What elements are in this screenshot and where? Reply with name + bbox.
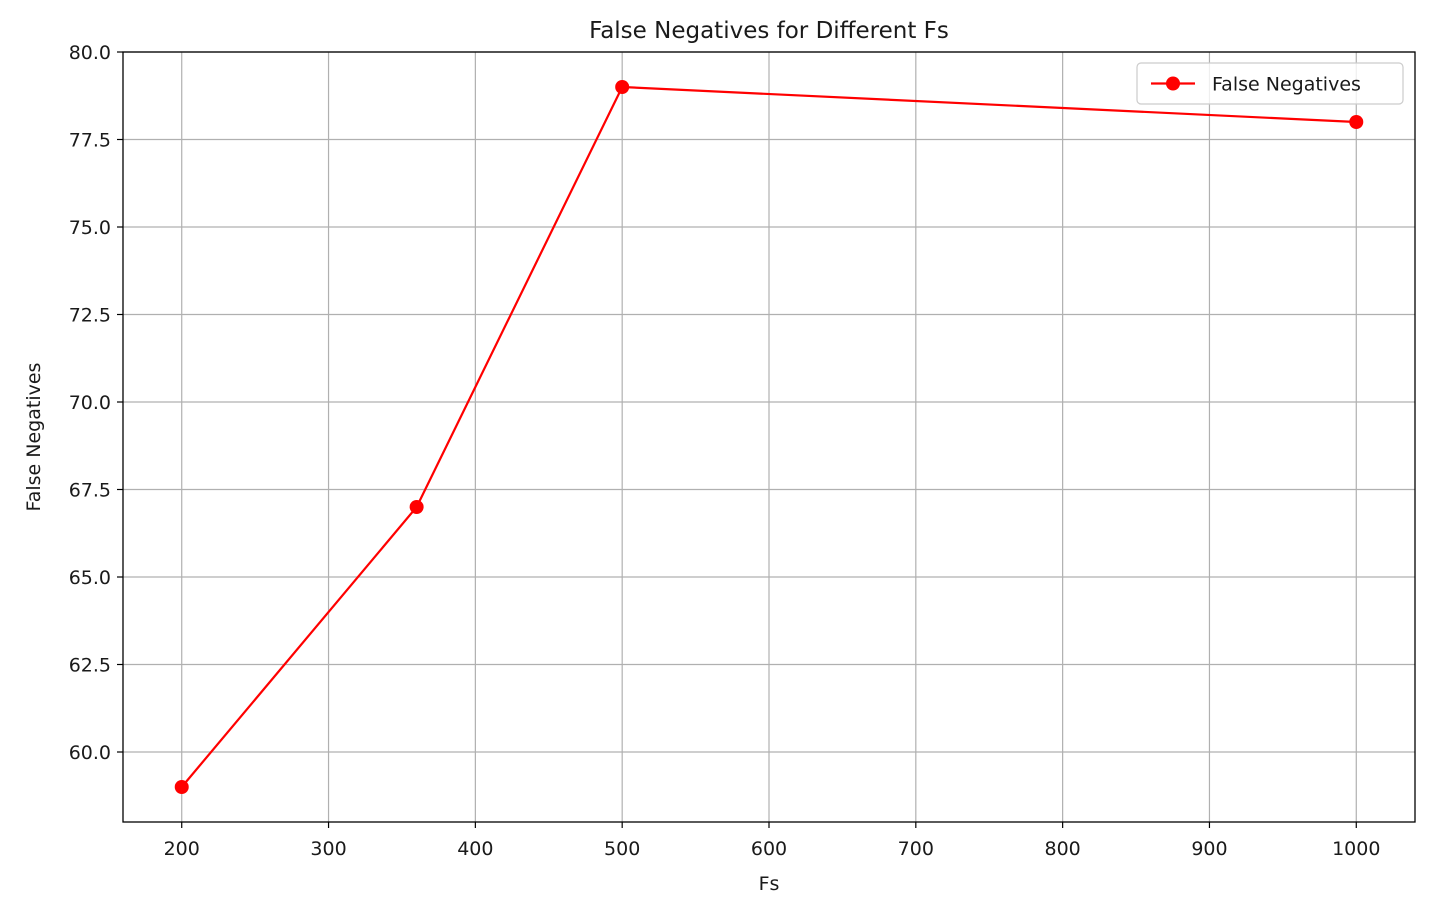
data-point [1349,115,1364,129]
y-tick-label: 77.5 [69,130,111,152]
y-axis: 60.0 62.5 65.0 67.5 70.0 72.5 75.0 77.5 80.0 [69,42,123,764]
x-tick-label: 500 [604,838,640,860]
series-layer [174,80,1364,794]
x-axis-title: Fs [759,873,780,895]
x-tick-label: 400 [457,838,493,860]
y-tick-label: 70.0 [69,392,111,414]
data-point [409,500,424,514]
x-tick-label: 1000 [1332,838,1380,860]
x-tick-label: 900 [1191,838,1227,860]
y-tick-label: 72.5 [69,305,111,327]
y-axis-title: False Negatives [23,363,45,512]
y-tick-label: 62.5 [69,655,111,677]
y-tick-label: 67.5 [69,480,111,502]
y-tick-label: 60.0 [69,742,111,764]
legend: False Negatives [1136,62,1404,105]
x-tick-label: 300 [310,838,346,860]
x-tick-label: 800 [1045,838,1081,860]
x-axis: 200 300 400 500 600 700 800 900 1000 [164,822,1380,860]
x-tick-label: 200 [164,838,200,860]
y-tick-label: 65.0 [69,567,111,589]
series-line [180,85,1357,788]
legend-marker-icon [1166,76,1180,91]
data-point [615,80,630,94]
y-tick-label: 75.0 [69,217,111,239]
y-tick-label: 80.0 [69,42,111,64]
legend-box [1136,62,1404,105]
chart-title: False Negatives for Different Fs [589,18,949,44]
x-tick-label: 600 [751,838,787,860]
data-point [174,780,189,794]
x-tick-label: 700 [898,838,934,860]
legend-label: False Negatives [1212,74,1361,96]
